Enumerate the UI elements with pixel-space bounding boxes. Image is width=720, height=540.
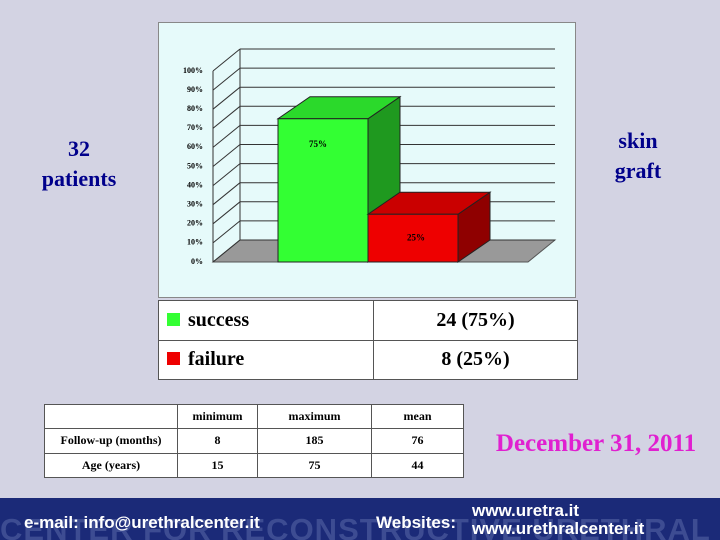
right-label-line: skin [618, 128, 658, 153]
date: December 31, 2011 [495, 430, 697, 457]
value-label: 25% [407, 232, 425, 242]
grid-line [212, 86, 241, 110]
chart: 0% 10% 20% 30% 40% 50% 60% 70% 80% 90% 100% 75% 25% [158, 22, 576, 298]
legend-row: failure 8 (25%) [158, 339, 578, 380]
legend-name: failure [188, 348, 245, 371]
y-tick-label: 30% [187, 200, 203, 209]
y-tick-label: 0% [191, 257, 203, 266]
legend-swatch [167, 312, 180, 326]
right-label: skin graft [590, 126, 686, 186]
stats-cell: 15 [177, 452, 258, 479]
grid-line [212, 48, 241, 72]
stats-cell: 75 [257, 452, 372, 479]
y-tick-label: 40% [187, 180, 203, 189]
grid-line [212, 125, 241, 148]
stats-cell: 185 [257, 428, 372, 454]
y-tick-label: 60% [187, 142, 203, 151]
watermark: CENTER FOR RECONSTRUCTIVE URETHRAL SURGE… [0, 512, 720, 540]
legend-cell: success [158, 300, 374, 341]
stats-head: mean [371, 403, 464, 430]
grid-line [212, 105, 241, 129]
stats-header: minimum maximum mean [44, 403, 464, 430]
stats-corner [44, 403, 178, 430]
website: www.urethralcenter.it [472, 519, 645, 538]
legend-value: 8 (25%) [373, 339, 578, 380]
footer: CENTER FOR RECONSTRUCTIVE URETHRAL SURGE… [0, 498, 720, 540]
y-tick-label: 10% [187, 238, 203, 247]
stats-head: maximum [257, 403, 372, 430]
stats-head: minimum [177, 403, 258, 430]
y-tick-label: 80% [187, 104, 203, 113]
websites-label: Websites: [376, 513, 456, 532]
legend-value: 24 (75%) [373, 300, 578, 341]
grid-line [212, 163, 241, 186]
stats-cell: 76 [371, 428, 464, 454]
stats-cell: 8 [177, 428, 258, 454]
legend-cell: failure [158, 339, 374, 380]
stats-label: Age (years) [44, 452, 178, 479]
grid-line [212, 220, 241, 244]
grid-line [212, 182, 241, 206]
stats-cell: 44 [371, 452, 464, 479]
bar [367, 213, 459, 263]
legend-name: success [188, 308, 250, 331]
website: www.uretra.it [472, 501, 580, 520]
grid-line [212, 239, 241, 263]
legend-table: success 24 (75%) failure 8 (25%) [158, 300, 578, 380]
right-label-line: graft [614, 158, 662, 183]
email: e-mail: info@urethralcenter.it [24, 513, 260, 532]
left-label: 32 patients [20, 134, 138, 194]
stats-table: minimum maximum mean Follow-up (months) … [44, 403, 464, 479]
stats-label: Follow-up (months) [44, 428, 178, 454]
left-label-line: 32 [68, 136, 90, 161]
legend-swatch [167, 352, 180, 366]
y-tick-label: 90% [187, 85, 203, 94]
stats-row: Age (years) 15 75 44 [44, 452, 464, 479]
y-tick-label: 100% [183, 66, 203, 75]
y-tick-label: 50% [187, 161, 203, 170]
grid-line [212, 144, 241, 167]
value-label: 75% [309, 139, 327, 149]
y-tick-label: 20% [187, 219, 203, 228]
legend-row: success 24 (75%) [158, 300, 578, 341]
y-tick-label: 70% [187, 123, 203, 132]
grid-line [212, 201, 241, 225]
grid-line [212, 67, 241, 91]
bar [277, 118, 369, 263]
stats-row: Follow-up (months) 8 185 76 [44, 428, 464, 454]
left-label-line: patients [41, 166, 117, 191]
